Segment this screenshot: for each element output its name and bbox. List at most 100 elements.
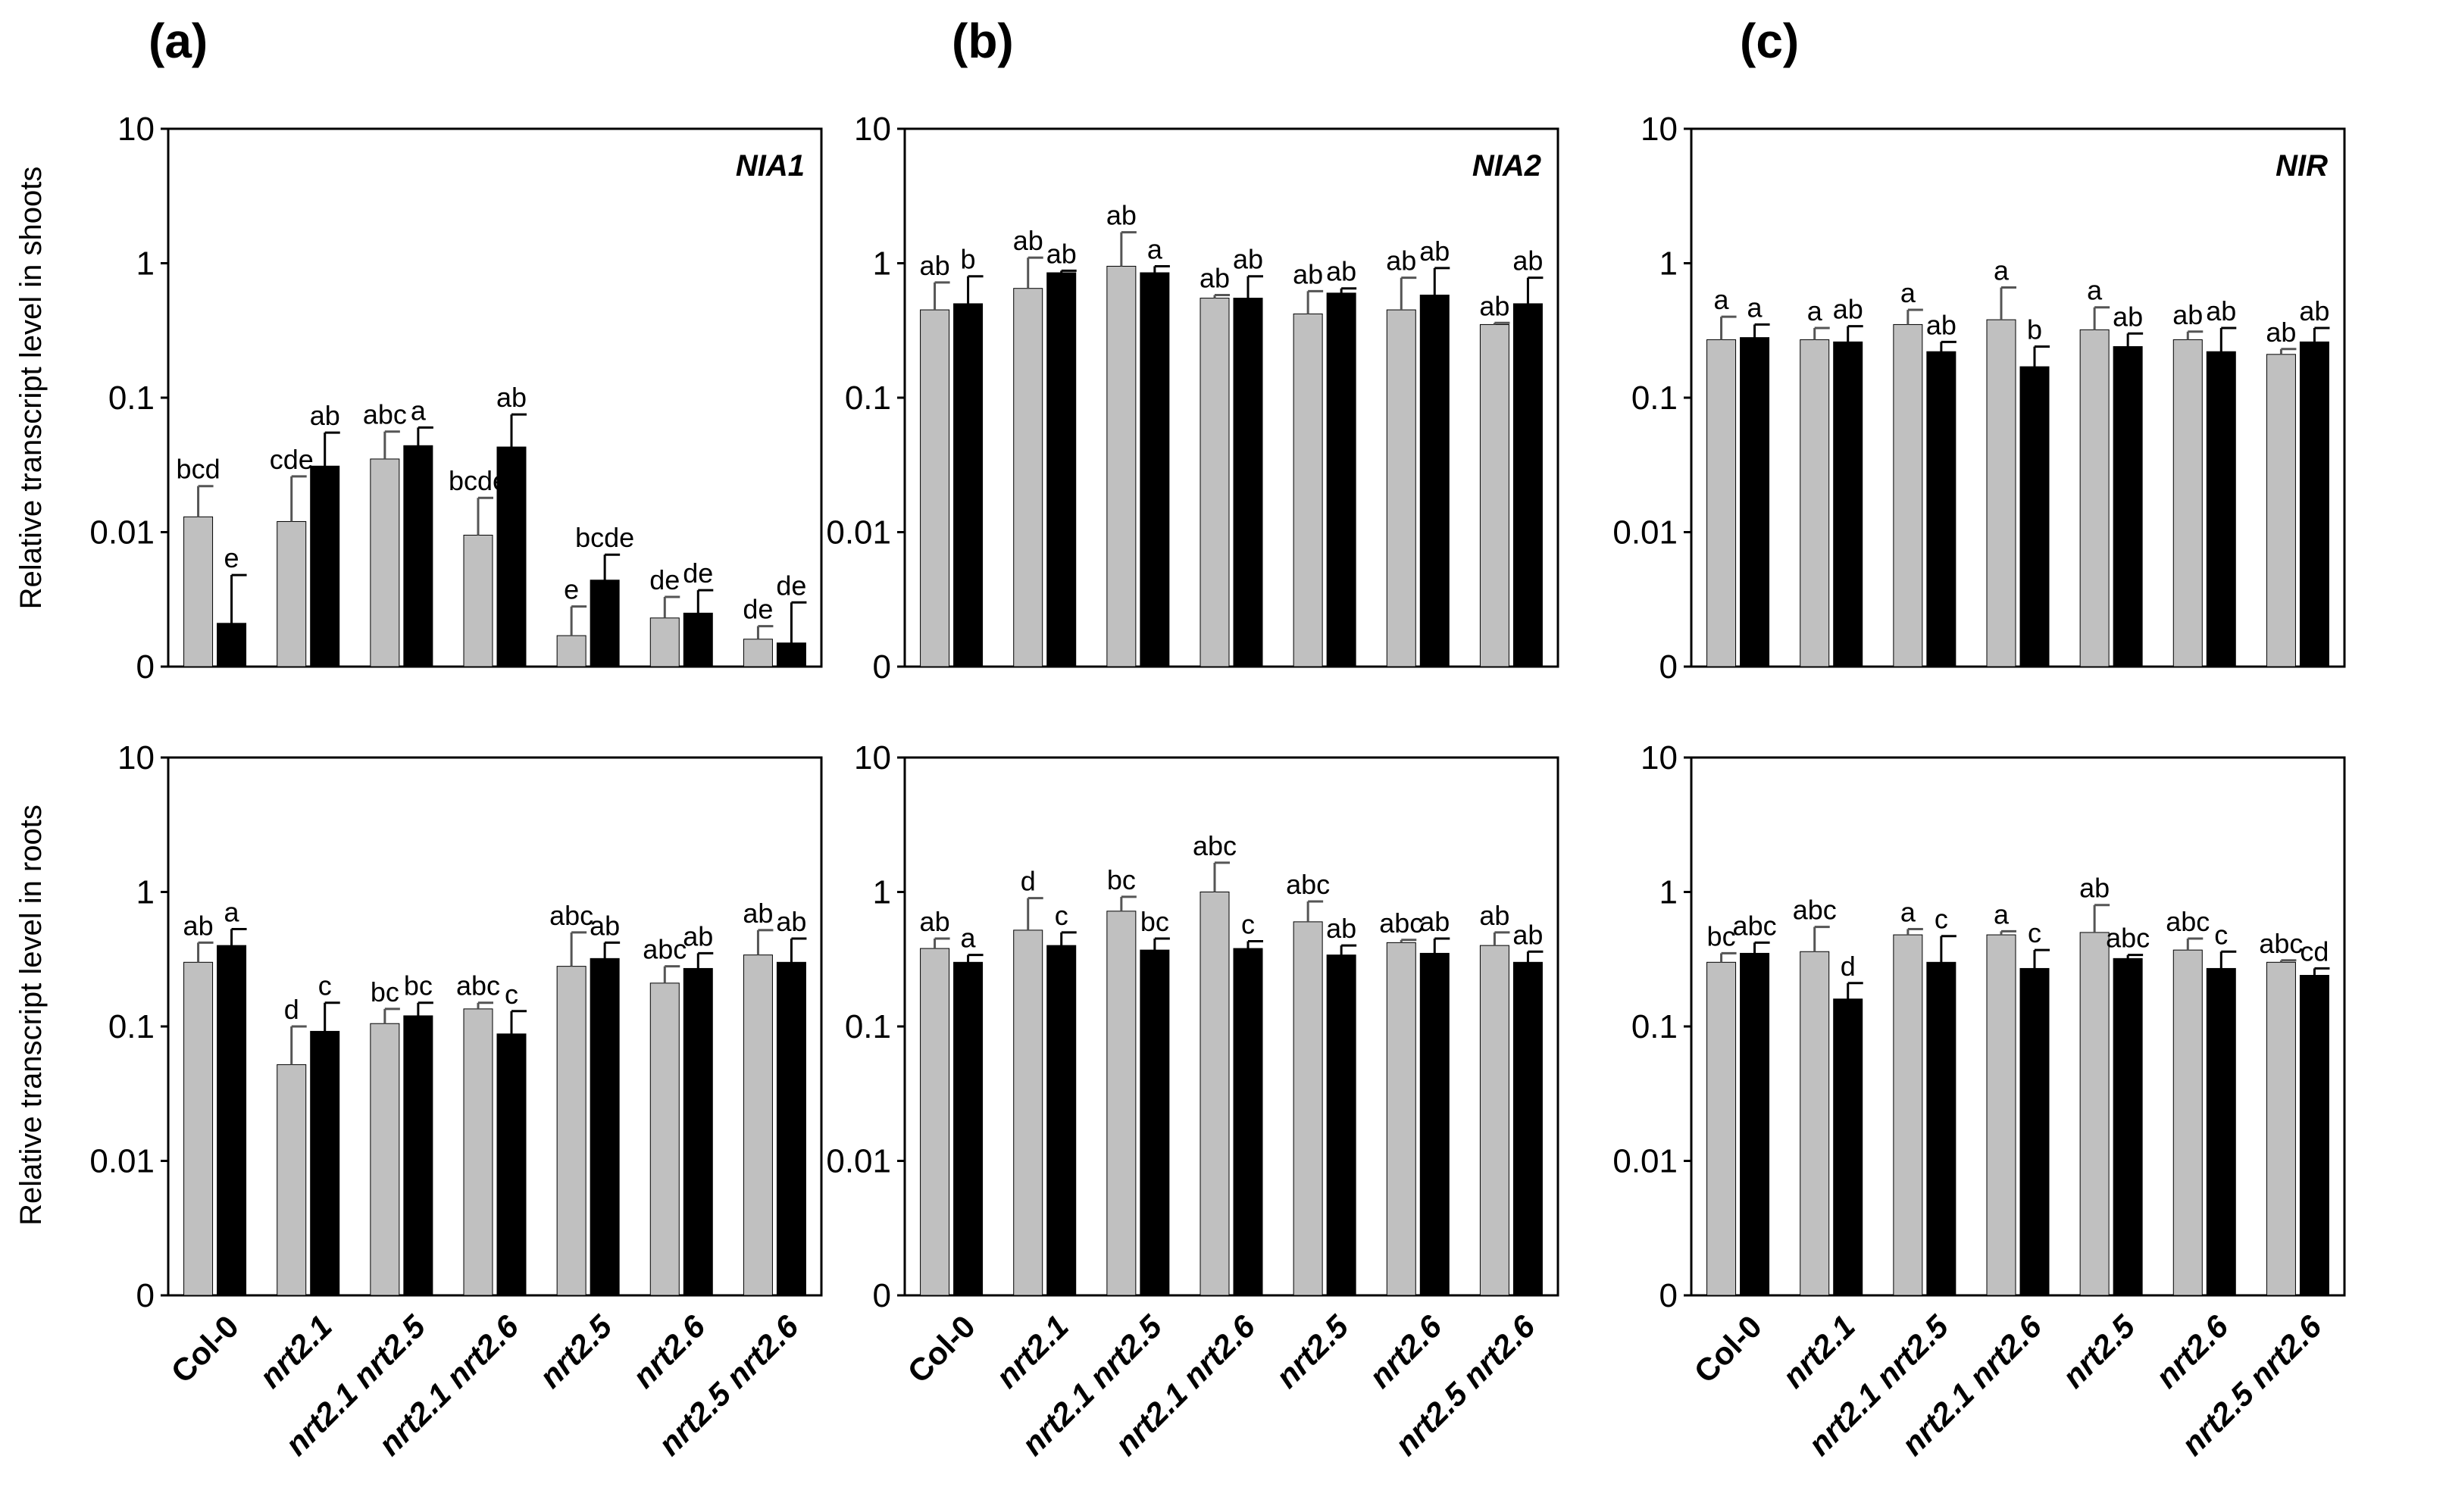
panel-a-shoots-bar xyxy=(463,534,493,667)
panel-b-shoots-bar xyxy=(1326,292,1356,667)
panel-c-shoots-ytick-label: 10 xyxy=(1641,111,1678,148)
panel-b-shoots-significance-label: ab xyxy=(1326,256,1356,287)
panel-a-shoots-significance-label: de xyxy=(649,564,680,595)
panel-c-roots-significance-label: ab xyxy=(2079,873,2110,904)
panel-b-roots-bar xyxy=(1233,948,1263,1296)
panel-c-shoots-significance-label: ab xyxy=(2113,301,2143,332)
panel-b-roots-significance-label: c xyxy=(1055,900,1068,931)
panel-a-roots-frame xyxy=(167,756,823,1297)
panel-b-shoots-bar xyxy=(1140,272,1170,667)
panel-a-roots-ytick-label: 10 xyxy=(117,739,155,776)
panel-a-roots-bar xyxy=(556,966,586,1296)
panel-letter-b: (b) xyxy=(952,14,1014,68)
panel-c-roots-bar xyxy=(2266,961,2296,1296)
panel-a-roots-significance-label: bc xyxy=(371,976,399,1007)
panel-a-roots-ytick-label: 0.1 xyxy=(108,1008,155,1045)
panel-c-shoots-significance-label: a xyxy=(1900,277,1916,308)
panel-c-roots-ytick-label: 10 xyxy=(1641,739,1678,776)
panel-b-shoots-significance-label: ab xyxy=(1386,245,1416,276)
panel-b-shoots-bar xyxy=(1106,265,1137,667)
panel-a-roots-significance-label: abc xyxy=(456,970,500,1001)
panel-c-shoots-ytick-label: 0.1 xyxy=(1631,380,1678,417)
panel-c-shoots-significance-label: ab xyxy=(2299,295,2329,326)
panel-a-shoots-significance-label: ab xyxy=(496,382,527,413)
panel-a-shoots-bar xyxy=(277,520,307,667)
panel-c-roots-x-category-label: nrt2.1 xyxy=(1775,1308,1862,1395)
panel-a-shoots-bar xyxy=(183,516,214,667)
panel-b-roots-significance-label: ab xyxy=(1419,906,1450,937)
panel-a-shoots-bar xyxy=(683,612,713,667)
panel-a-roots-significance-label: ab xyxy=(183,910,214,941)
panel-b-shoots-bar xyxy=(1013,288,1043,667)
panel-a-shoots-bar xyxy=(743,639,773,667)
panel-c-shoots-ytick-label: 0.01 xyxy=(1612,514,1678,551)
panel-b-roots-significance-label: abc xyxy=(1286,869,1330,900)
panel-letter-a: (a) xyxy=(149,14,208,68)
panel-c-shoots-significance-label: ab xyxy=(1926,309,1956,340)
panel-b-shoots-bar xyxy=(1046,272,1077,667)
panel-c-roots-bar xyxy=(2019,967,2050,1296)
y-axis-label-roots: Relative transcript level in roots xyxy=(14,804,48,1226)
panel-b-roots-bar xyxy=(1479,945,1509,1296)
panel-a-shoots-frame xyxy=(167,127,823,668)
panel-b-roots-significance-label: abc xyxy=(1379,908,1423,939)
panel-c-roots-bar xyxy=(1926,961,1956,1296)
panel-b-shoots-bar xyxy=(1293,313,1323,667)
panel-c-roots-bar xyxy=(2079,932,2110,1296)
panel-a-roots-x-category-label: Col-0 xyxy=(164,1308,245,1389)
panel-a-roots-bar xyxy=(403,1015,433,1296)
panel-c-roots-significance-label: abc xyxy=(2106,923,2150,954)
panel-a-shoots-significance-label: de xyxy=(776,570,806,601)
panel-a-shoots-gene-label: NIA1 xyxy=(736,149,805,183)
panel-b-roots-ytick-label: 0 xyxy=(873,1277,891,1314)
panel-c-shoots-significance-label: ab xyxy=(2206,295,2236,326)
panel-a-shoots-significance-label: a xyxy=(411,395,427,426)
panel-a-shoots-ytick-label: 0 xyxy=(136,648,155,686)
panel-a-shoots-bar xyxy=(590,579,620,667)
panel-b-roots-bar xyxy=(1200,892,1230,1296)
panel-c-roots-ytick-label: 0.01 xyxy=(1612,1143,1678,1180)
panel-c-roots-significance-label: abc xyxy=(2166,906,2210,937)
panel-a-roots-bar xyxy=(310,1030,340,1296)
panel-c-roots-bar xyxy=(2113,957,2143,1296)
panel-a-roots-ytick-label: 0 xyxy=(136,1277,155,1314)
panel-c-shoots-bar xyxy=(2079,329,2110,667)
panel-c-shoots-significance-label: ab xyxy=(2172,299,2203,330)
panel-b-shoots-ytick-label: 10 xyxy=(854,111,891,148)
panel-c-shoots-bar xyxy=(1986,319,2016,667)
panel-a-shoots-significance-label: e xyxy=(224,542,239,573)
panel-c-shoots-significance-label: b xyxy=(2027,314,2042,345)
panel-a-shoots-significance-label: cde xyxy=(270,444,314,475)
panel-b-roots-bar xyxy=(1106,911,1137,1296)
panel-b-shoots-frame xyxy=(903,127,1559,668)
panel-c-roots-significance-label: bc xyxy=(1707,920,1736,951)
panel-b-shoots-bar xyxy=(1479,323,1509,667)
panel-b-shoots-significance-label: ab xyxy=(1419,236,1450,267)
panel-letter-c: (c) xyxy=(1740,14,1799,68)
panel-b-shoots-bar xyxy=(1200,298,1230,667)
panel-b-shoots-ytick-label: 0.1 xyxy=(845,380,891,417)
panel-b-shoots-ytick-label: 0 xyxy=(873,648,891,686)
panel-c-roots-bar xyxy=(1986,934,2016,1296)
panel-a-shoots-significance-label: abc xyxy=(363,399,407,430)
panel-a-roots-bar xyxy=(496,1033,527,1296)
panel-a-roots-significance-label: c xyxy=(318,970,332,1001)
panel-c-shoots-bar xyxy=(2172,339,2203,667)
panel-b-shoots-significance-label: ab xyxy=(1200,262,1230,293)
panel-c-roots-bar xyxy=(2206,967,2236,1296)
panel-b-roots-x-category-label: nrt2.5 xyxy=(1268,1308,1356,1395)
panel-a-shoots-bar xyxy=(649,617,680,667)
panel-b-roots-significance-label: ab xyxy=(1512,919,1543,950)
panel-b-roots-significance-label: ab xyxy=(1479,900,1509,931)
panel-b-roots-significance-label: abc xyxy=(1193,830,1237,861)
panel-a-roots-x-category-label: nrt2.1 xyxy=(252,1308,339,1395)
panel-c-shoots-bar xyxy=(1800,339,1830,667)
panel-c-roots-significance-label: c xyxy=(2028,917,2041,948)
panel-b-roots-bar xyxy=(920,948,950,1296)
panel-a-shoots-significance-label: e xyxy=(564,574,579,605)
panel-b-roots-bar xyxy=(1293,921,1323,1296)
